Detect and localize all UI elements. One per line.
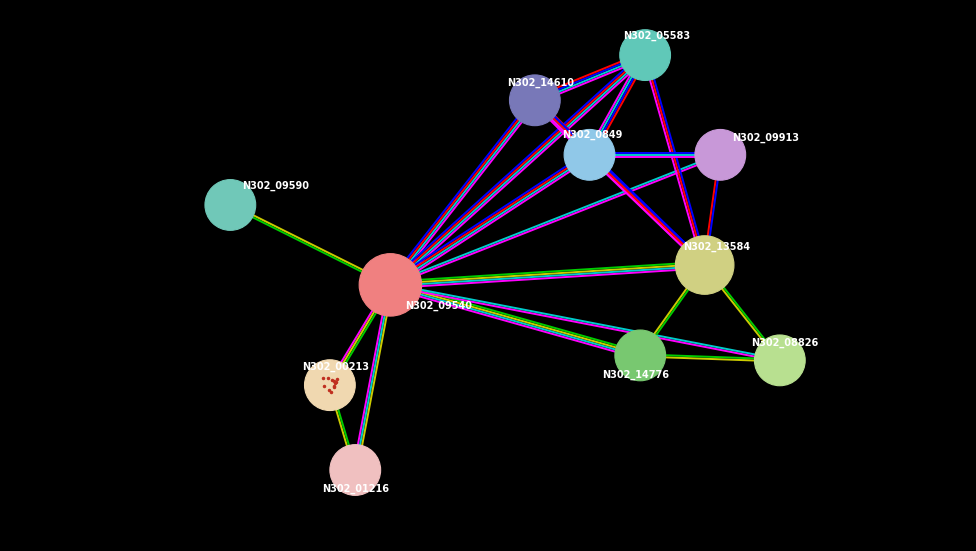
Text: N302_01216: N302_01216: [322, 484, 389, 494]
Text: N302_08826: N302_08826: [752, 338, 819, 348]
Circle shape: [615, 330, 666, 381]
Circle shape: [509, 75, 560, 126]
Circle shape: [695, 129, 746, 180]
Circle shape: [564, 129, 615, 180]
Text: N302_05583: N302_05583: [623, 31, 690, 41]
Circle shape: [620, 30, 671, 80]
Text: N302_00213: N302_00213: [303, 362, 370, 372]
Circle shape: [205, 180, 256, 230]
Circle shape: [330, 445, 381, 495]
Text: N302_13584: N302_13584: [683, 242, 751, 252]
Circle shape: [754, 335, 805, 386]
Text: N302_14776: N302_14776: [602, 370, 670, 380]
Text: N302_09540: N302_09540: [405, 301, 472, 311]
Text: N302_0849: N302_0849: [562, 130, 623, 140]
Text: N302_14610: N302_14610: [508, 78, 575, 88]
Circle shape: [359, 253, 422, 316]
Circle shape: [675, 236, 734, 294]
Text: N302_09913: N302_09913: [732, 133, 799, 143]
Circle shape: [305, 360, 355, 410]
Text: N302_09590: N302_09590: [242, 181, 309, 191]
